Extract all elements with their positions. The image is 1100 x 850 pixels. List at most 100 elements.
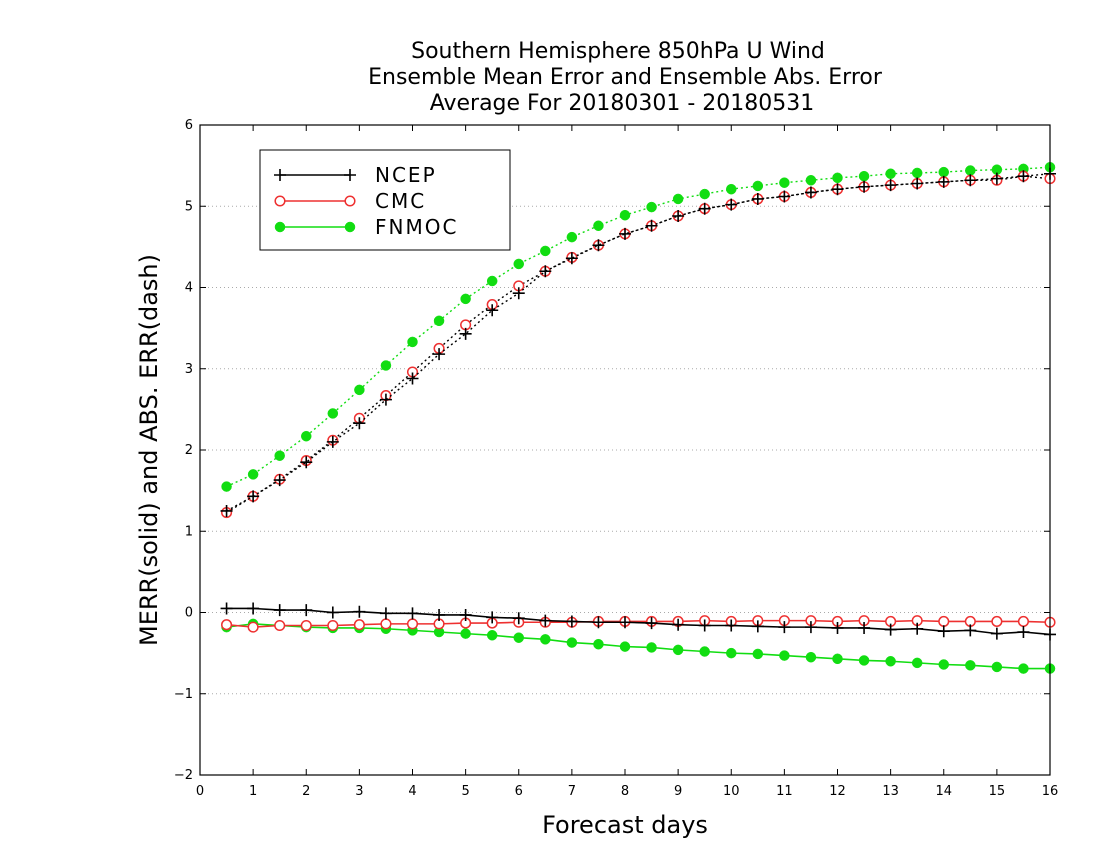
x-axis: 0 1 2 3 4 5 6 7 8 9 10 11 12 13 14 15 16 xyxy=(196,125,1058,799)
merr-point-fnmoc xyxy=(858,655,870,666)
abs-err-point-fnmoc xyxy=(885,168,896,179)
abs-err-point-fnmoc xyxy=(646,201,657,213)
merr-point-fnmoc xyxy=(593,638,604,650)
legend-box xyxy=(259,149,511,251)
y-tick-label: 4 xyxy=(185,281,193,296)
abs-err-point-ncep xyxy=(273,474,286,487)
chart-titles: Southern Hemisphere 850hPa U Wind Ensemb… xyxy=(368,39,883,116)
merr-point-ncep xyxy=(220,602,233,615)
x-tick-label: 7 xyxy=(568,784,576,799)
merr-point-cmc xyxy=(938,615,950,627)
legend-marker-fnmoc xyxy=(344,221,356,233)
merr-point-fnmoc xyxy=(991,661,1003,673)
merr-point-ncep xyxy=(247,602,260,615)
abs-err-line-fnmoc xyxy=(226,166,1051,488)
abs-err-point-ncep xyxy=(911,177,924,190)
abs-err-point-ncep xyxy=(751,192,764,205)
abs-err-point-fnmoc xyxy=(911,167,923,179)
merr-point-ncep xyxy=(751,620,764,633)
abs-err-point-fnmoc xyxy=(805,175,817,186)
merr-point-ncep xyxy=(512,612,525,625)
merr-point-cmc xyxy=(406,618,419,630)
x-axis-label: Forecast days xyxy=(542,811,708,839)
merr-point-ncep xyxy=(937,625,950,638)
y-axis-label: MERR(solid) and ABS. ERR(dash) xyxy=(135,254,163,646)
abs-err-point-fnmoc xyxy=(354,384,365,396)
abs-err-point-fnmoc xyxy=(460,293,471,305)
abs-err-point-ncep xyxy=(884,179,897,192)
abs-err-point-fnmoc xyxy=(938,166,949,178)
merr-point-fnmoc xyxy=(885,656,896,667)
merr-point-ncep xyxy=(804,621,817,634)
abs-err-point-ncep xyxy=(220,504,233,517)
merr-point-cmc xyxy=(1017,615,1029,627)
abs-err-point-ncep xyxy=(512,287,525,300)
x-tick-label: 13 xyxy=(882,784,899,799)
merr-point-fnmoc xyxy=(619,641,631,652)
abs-err-point-ncep xyxy=(486,304,499,317)
abs-err-point-ncep xyxy=(619,227,631,240)
abs-err-point-fnmoc xyxy=(380,360,392,371)
chart-title: Southern Hemisphere 850hPa U Wind xyxy=(411,39,825,64)
merr-point-fnmoc xyxy=(965,660,976,671)
abs-err-point-fnmoc xyxy=(247,469,259,480)
y-tick-label: 1 xyxy=(185,524,193,539)
abs-err-point-fnmoc xyxy=(672,193,684,205)
legend-marker-ncep xyxy=(274,169,286,181)
abs-err-point-ncep xyxy=(326,435,339,448)
abs-err-point-ncep xyxy=(698,202,711,215)
merr-point-ncep xyxy=(858,621,871,634)
merr-line-fnmoc xyxy=(226,623,1050,670)
x-tick-label: 4 xyxy=(408,784,416,799)
abs-err-point-fnmoc xyxy=(619,209,631,221)
series-layer xyxy=(220,162,1056,674)
merr-point-ncep xyxy=(433,608,446,621)
merr-point-fnmoc xyxy=(646,642,657,653)
merr-point-ncep xyxy=(698,619,711,632)
x-tick-label: 16 xyxy=(1042,784,1059,799)
merr-point-cmc xyxy=(380,618,392,630)
chart-subtitle: Ensemble Mean Error and Ensemble Abs. Er… xyxy=(368,65,883,90)
x-tick-label: 9 xyxy=(674,784,682,799)
y-tick-label: 6 xyxy=(185,118,193,133)
merr-point-ncep xyxy=(273,604,286,617)
y-tick-label: 0 xyxy=(185,606,193,621)
merr-point-ncep xyxy=(353,605,366,618)
merr-point-fnmoc xyxy=(832,653,843,665)
x-tick-label: 15 xyxy=(989,784,1006,799)
merr-point-cmc xyxy=(247,621,259,633)
merr-point-fnmoc xyxy=(513,632,524,643)
merr-point-fnmoc xyxy=(699,646,710,657)
series-fnmoc xyxy=(221,162,1056,674)
abs-err-point-ncep xyxy=(672,210,685,222)
merr-point-ncep xyxy=(619,616,631,629)
abs-err-point-fnmoc xyxy=(407,336,418,348)
merr-point-ncep xyxy=(1017,626,1030,638)
merr-point-cmc xyxy=(221,619,233,631)
abs-err-point-fnmoc xyxy=(301,430,312,442)
x-tick-label: 6 xyxy=(515,784,523,799)
abs-err-point-fnmoc xyxy=(540,245,551,257)
x-tick-label: 10 xyxy=(723,784,740,799)
merr-line-cmc xyxy=(226,619,1051,628)
legend-label-ncep: NCEP xyxy=(375,163,437,187)
series-ncep xyxy=(220,167,1056,641)
abs-err-point-fnmoc xyxy=(699,188,710,200)
merr-point-cmc xyxy=(353,619,365,631)
abs-err-point-fnmoc xyxy=(832,172,843,184)
abs-err-point-ncep xyxy=(725,198,738,211)
abs-err-point-ncep xyxy=(964,174,977,187)
merr-point-fnmoc xyxy=(1018,663,1029,674)
abs-err-point-ncep xyxy=(459,327,472,340)
merr-point-ncep xyxy=(379,607,392,620)
abs-err-point-fnmoc xyxy=(566,231,578,243)
abs-err-point-fnmoc xyxy=(752,180,764,192)
merr-point-ncep xyxy=(778,621,791,634)
abs-err-point-ncep xyxy=(645,219,658,232)
x-tick-label: 14 xyxy=(935,784,952,799)
abs-err-point-ncep xyxy=(778,190,791,203)
merr-point-ncep xyxy=(645,617,658,630)
merr-point-fnmoc xyxy=(540,634,551,645)
